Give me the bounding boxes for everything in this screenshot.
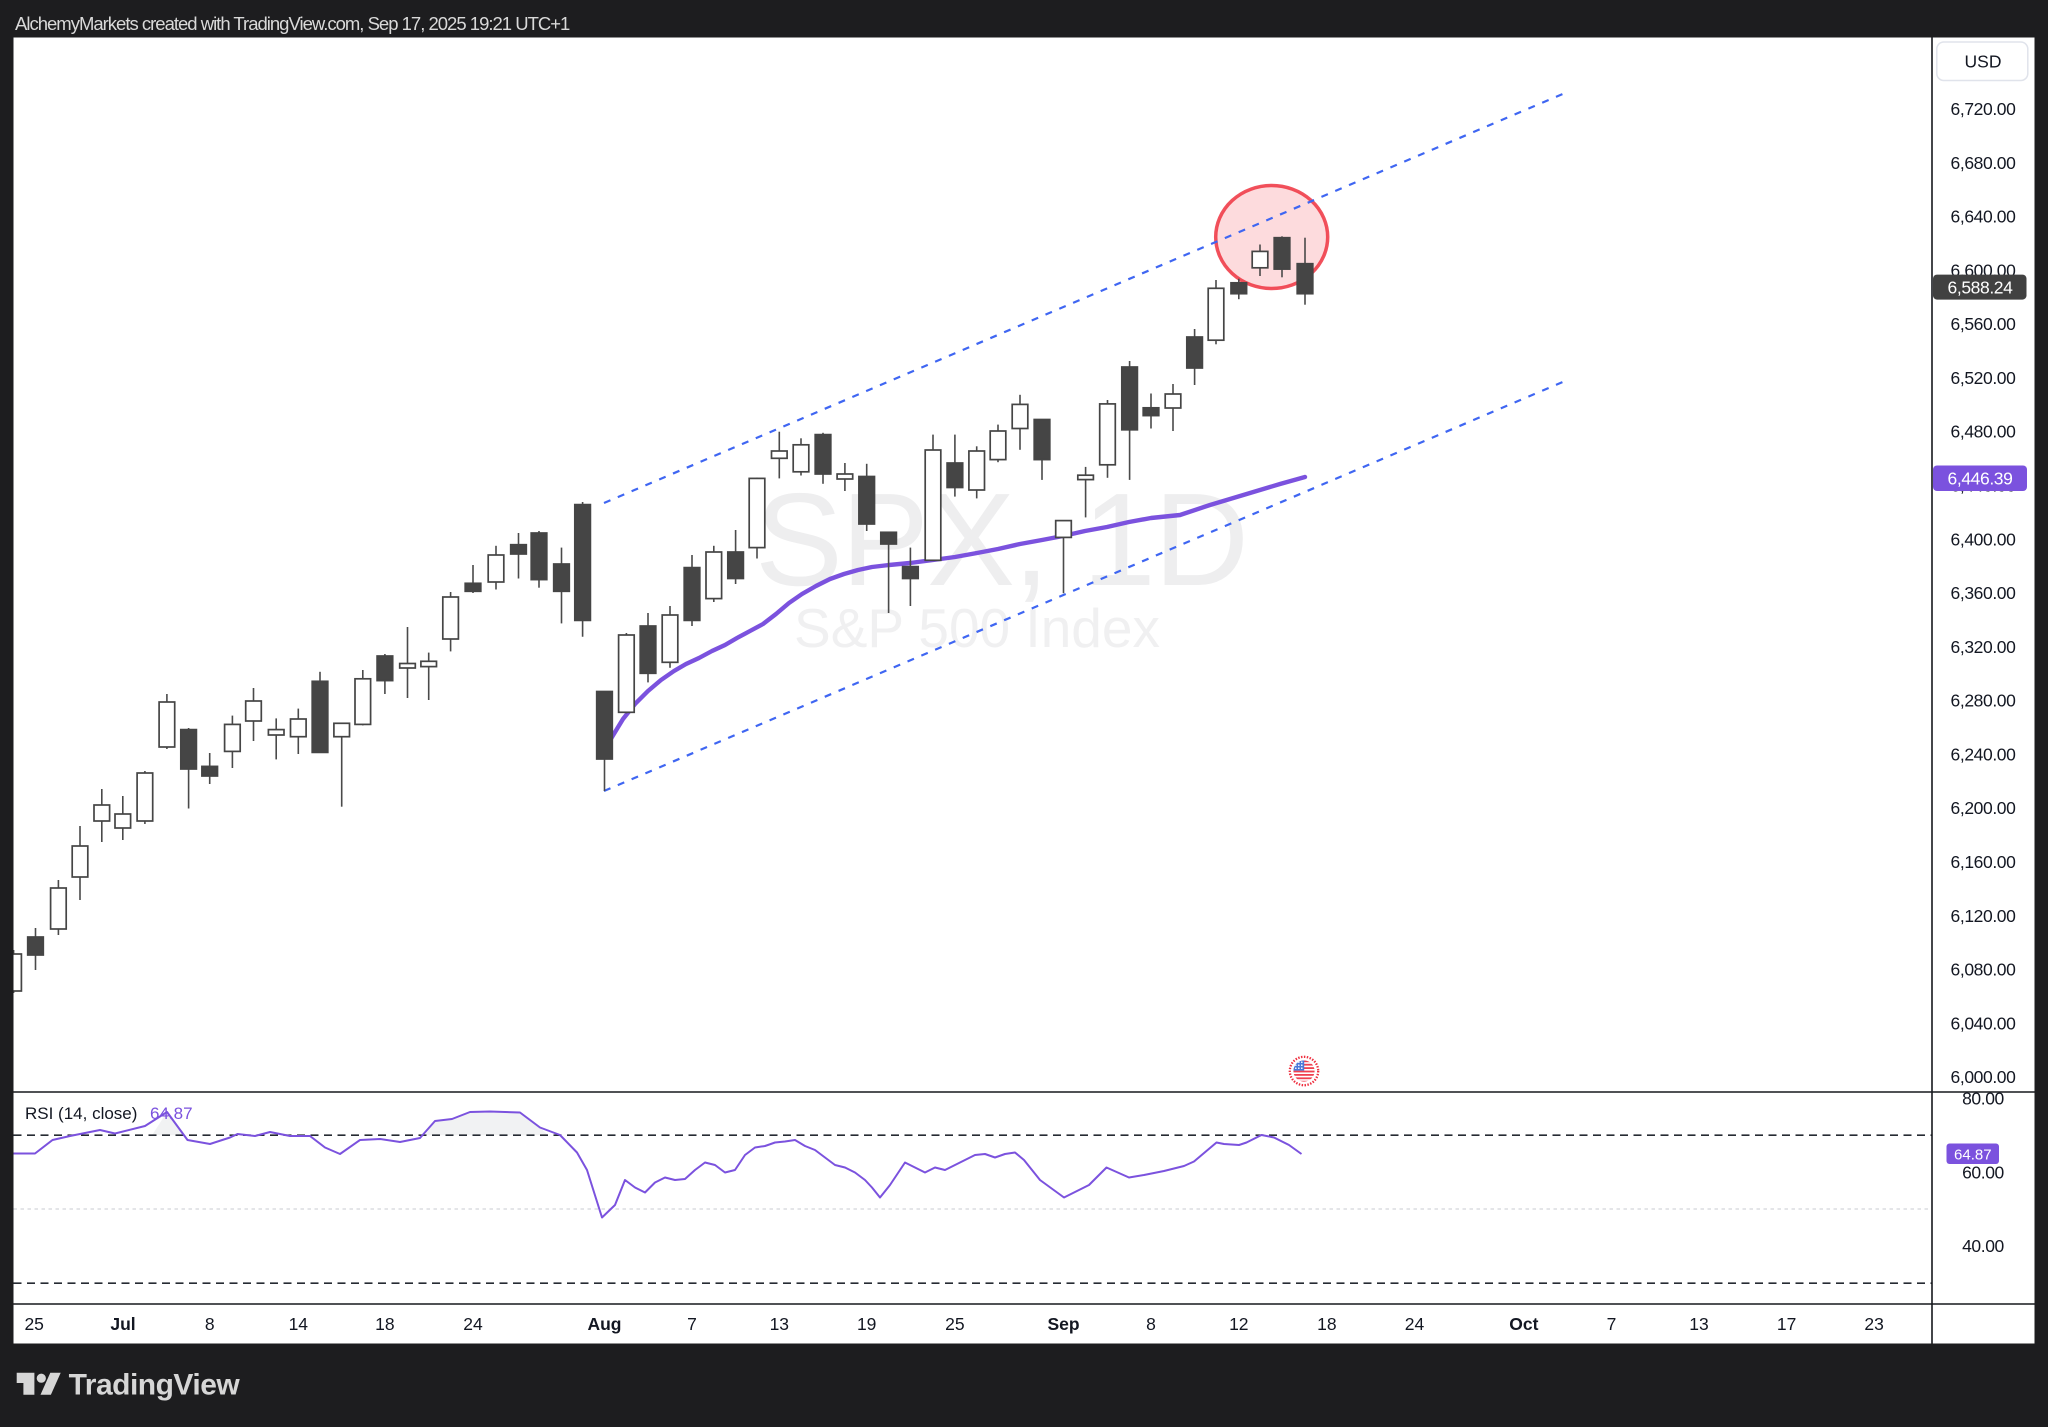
svg-text:40.00: 40.00 [1962,1236,2004,1256]
svg-text:AlchemyMarkets created with Tr: AlchemyMarkets created with TradingView.… [15,13,570,34]
svg-text:7: 7 [1607,1314,1617,1334]
svg-text:6,400.00: 6,400.00 [1951,529,2017,549]
svg-text:Aug: Aug [587,1314,621,1334]
svg-text:18: 18 [1317,1314,1336,1334]
svg-text:60.00: 60.00 [1962,1162,2004,1182]
svg-text:6,680.00: 6,680.00 [1951,153,2017,173]
svg-text:6,720.00: 6,720.00 [1951,99,2017,119]
svg-text:6,588.24: 6,588.24 [1948,277,2014,297]
svg-text:USD: USD [1965,52,2002,72]
svg-text:6,480.00: 6,480.00 [1951,422,2017,442]
svg-text:6,280.00: 6,280.00 [1951,691,2017,711]
svg-text:RSI (14, close): RSI (14, close) [25,1104,137,1123]
svg-text:25: 25 [24,1314,43,1334]
svg-text:6,360.00: 6,360.00 [1951,583,2017,603]
svg-text:6,320.00: 6,320.00 [1951,637,2017,657]
svg-text:12: 12 [1229,1314,1248,1334]
svg-text:6,560.00: 6,560.00 [1951,314,2017,334]
svg-text:6,240.00: 6,240.00 [1951,744,2017,764]
svg-text:6,000.00: 6,000.00 [1951,1067,2017,1087]
svg-text:13: 13 [770,1314,789,1334]
svg-text:Oct: Oct [1509,1314,1538,1334]
svg-text:64.87: 64.87 [150,1104,193,1123]
svg-text:6,080.00: 6,080.00 [1951,960,2017,980]
svg-text:6,520.00: 6,520.00 [1951,368,2017,388]
svg-text:6,120.00: 6,120.00 [1951,906,2017,926]
svg-text:19: 19 [857,1314,876,1334]
svg-text:13: 13 [1689,1314,1708,1334]
svg-text:7: 7 [687,1314,697,1334]
svg-text:S&P 500 Index: S&P 500 Index [794,597,1160,659]
svg-text:25: 25 [945,1314,964,1334]
svg-text:SPX, 1D: SPX, 1D [755,466,1247,613]
svg-text:24: 24 [1405,1314,1425,1334]
svg-text:24: 24 [463,1314,483,1334]
svg-text:6,040.00: 6,040.00 [1951,1013,2017,1033]
svg-text:TradingView: TradingView [69,1369,241,1402]
svg-text:6,446.39: 6,446.39 [1948,469,2013,489]
svg-text:18: 18 [375,1314,394,1334]
svg-text:Jul: Jul [110,1314,135,1334]
svg-text:6,200.00: 6,200.00 [1951,798,2017,818]
svg-text:14: 14 [289,1314,309,1334]
svg-text:23: 23 [1864,1314,1883,1334]
svg-text:Sep: Sep [1047,1314,1079,1334]
svg-text:80.00: 80.00 [1962,1089,2004,1109]
svg-text:6,640.00: 6,640.00 [1951,207,2017,227]
svg-text:6,160.00: 6,160.00 [1951,852,2017,872]
svg-text:17: 17 [1777,1314,1796,1334]
svg-text:64.87: 64.87 [1954,1146,1992,1163]
svg-text:8: 8 [1146,1314,1156,1334]
svg-text:8: 8 [205,1314,215,1334]
